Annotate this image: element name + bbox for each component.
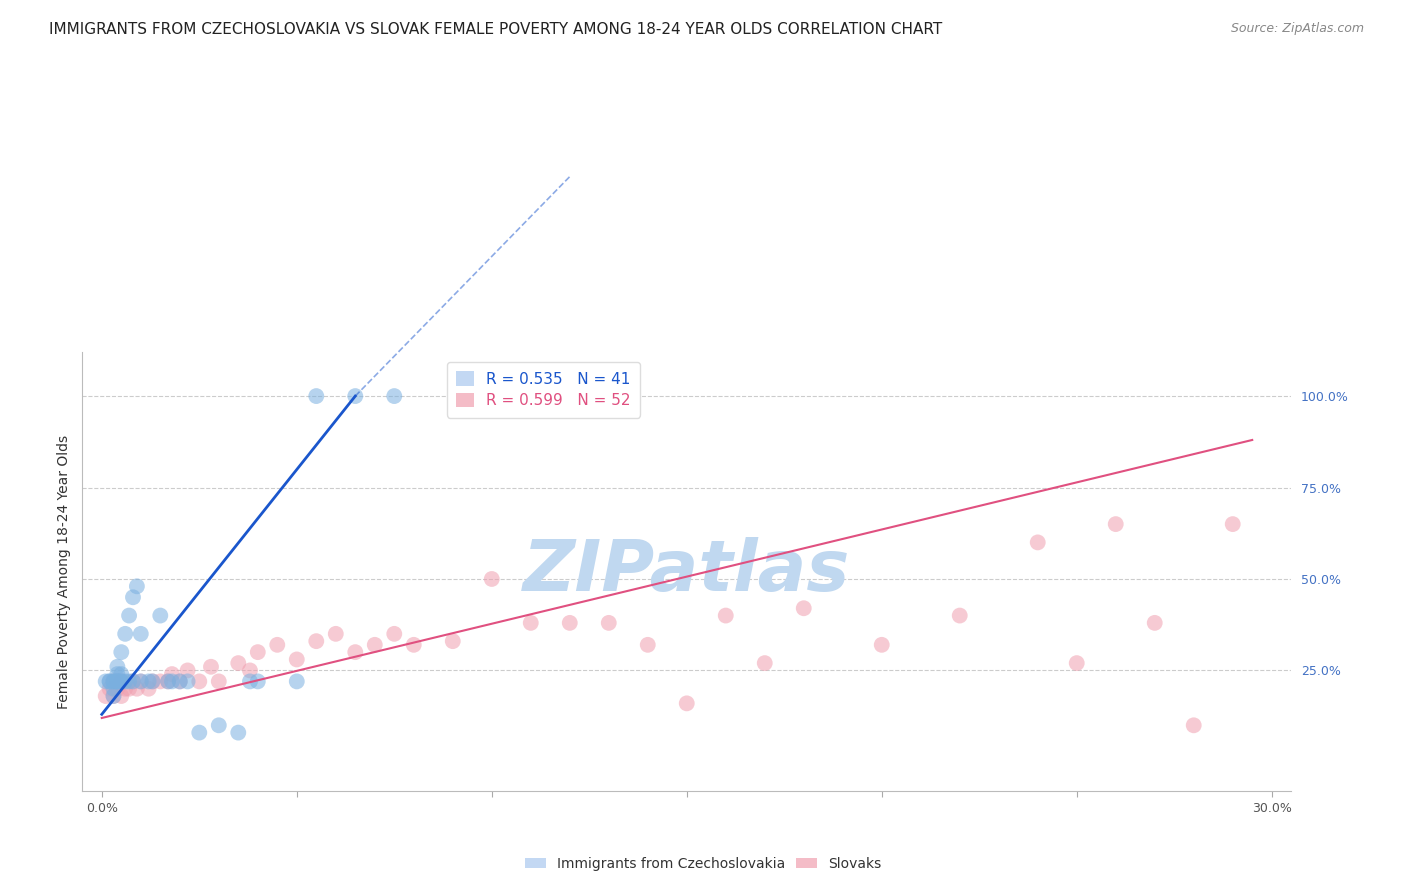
Point <box>105 674 128 689</box>
Point <box>364 638 387 652</box>
Point <box>105 674 128 689</box>
Point <box>105 667 128 681</box>
Point <box>110 674 132 689</box>
Point <box>122 674 145 689</box>
Point <box>1182 718 1205 732</box>
Point <box>125 579 148 593</box>
Point <box>94 674 117 689</box>
Point <box>305 634 328 648</box>
Point <box>110 645 132 659</box>
Point <box>103 674 125 689</box>
Point <box>169 674 191 689</box>
Text: Source: ZipAtlas.com: Source: ZipAtlas.com <box>1230 22 1364 36</box>
Point <box>103 674 125 689</box>
Point <box>208 718 231 732</box>
Point <box>103 689 125 703</box>
Point <box>402 638 425 652</box>
Point <box>558 615 581 630</box>
Point <box>105 674 128 689</box>
Point <box>98 674 121 689</box>
Point <box>949 608 972 623</box>
Point <box>110 674 132 689</box>
Point <box>149 674 172 689</box>
Point <box>160 674 183 689</box>
Point <box>118 674 141 689</box>
Point <box>188 674 211 689</box>
Point <box>103 674 125 689</box>
Point <box>188 725 211 739</box>
Point <box>176 664 198 678</box>
Point <box>169 674 191 689</box>
Point <box>239 674 262 689</box>
Point <box>138 681 160 696</box>
Point <box>110 667 132 681</box>
Point <box>344 645 367 659</box>
Point <box>200 659 222 673</box>
Point <box>160 667 183 681</box>
Text: IMMIGRANTS FROM CZECHOSLOVAKIA VS SLOVAK FEMALE POVERTY AMONG 18-24 YEAR OLDS CO: IMMIGRANTS FROM CZECHOSLOVAKIA VS SLOVAK… <box>49 22 942 37</box>
Point <box>138 674 160 689</box>
Point <box>325 627 347 641</box>
Point <box>105 674 128 689</box>
Point <box>285 674 308 689</box>
Point <box>246 674 269 689</box>
Point <box>793 601 815 615</box>
Point <box>382 389 405 403</box>
Point <box>305 389 328 403</box>
Point <box>110 674 132 689</box>
Point <box>141 674 163 689</box>
Y-axis label: Female Poverty Among 18-24 Year Olds: Female Poverty Among 18-24 Year Olds <box>58 434 72 709</box>
Point <box>114 681 136 696</box>
Point <box>118 608 141 623</box>
Point <box>714 608 737 623</box>
Point <box>598 615 620 630</box>
Point <box>1143 615 1166 630</box>
Text: ZIPatlas: ZIPatlas <box>523 537 851 607</box>
Point <box>675 697 697 711</box>
Point <box>176 674 198 689</box>
Point <box>226 725 249 739</box>
Point <box>1066 656 1088 670</box>
Point <box>110 689 132 703</box>
Point <box>285 652 308 666</box>
Point <box>129 627 152 641</box>
Point <box>103 689 125 703</box>
Point <box>481 572 503 586</box>
Point <box>122 674 145 689</box>
Legend: Immigrants from Czechoslovakia, Slovaks: Immigrants from Czechoslovakia, Slovaks <box>519 851 887 876</box>
Point <box>129 674 152 689</box>
Point <box>1026 535 1049 549</box>
Point <box>125 681 148 696</box>
Point <box>246 645 269 659</box>
Point <box>870 638 893 652</box>
Point <box>129 674 152 689</box>
Point <box>344 389 367 403</box>
Point <box>114 627 136 641</box>
Point <box>105 681 128 696</box>
Point <box>122 591 145 605</box>
Point <box>98 681 121 696</box>
Point <box>637 638 659 652</box>
Point <box>208 674 231 689</box>
Point <box>1222 517 1244 532</box>
Point <box>520 615 543 630</box>
Point <box>266 638 288 652</box>
Point <box>1105 517 1128 532</box>
Legend: R = 0.535   N = 41, R = 0.599   N = 52: R = 0.535 N = 41, R = 0.599 N = 52 <box>447 362 640 417</box>
Point <box>157 674 180 689</box>
Point <box>239 664 262 678</box>
Point <box>382 627 405 641</box>
Point <box>441 634 464 648</box>
Point <box>98 674 121 689</box>
Point <box>149 608 172 623</box>
Point <box>754 656 776 670</box>
Point <box>105 659 128 673</box>
Point <box>114 674 136 689</box>
Point <box>157 674 180 689</box>
Point <box>226 656 249 670</box>
Point <box>118 681 141 696</box>
Point <box>103 681 125 696</box>
Point <box>141 674 163 689</box>
Point <box>94 689 117 703</box>
